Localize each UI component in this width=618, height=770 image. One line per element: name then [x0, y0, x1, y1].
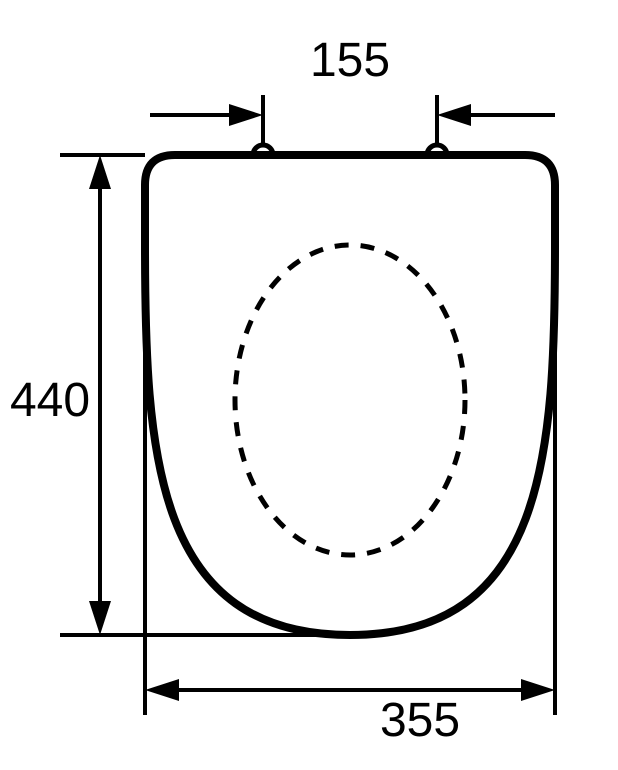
dim-hinge-spacing: 155: [310, 34, 390, 87]
dim-width: 355: [380, 694, 460, 747]
technical-drawing: 155 440 355: [0, 0, 618, 770]
dim-height: 440: [10, 374, 90, 427]
